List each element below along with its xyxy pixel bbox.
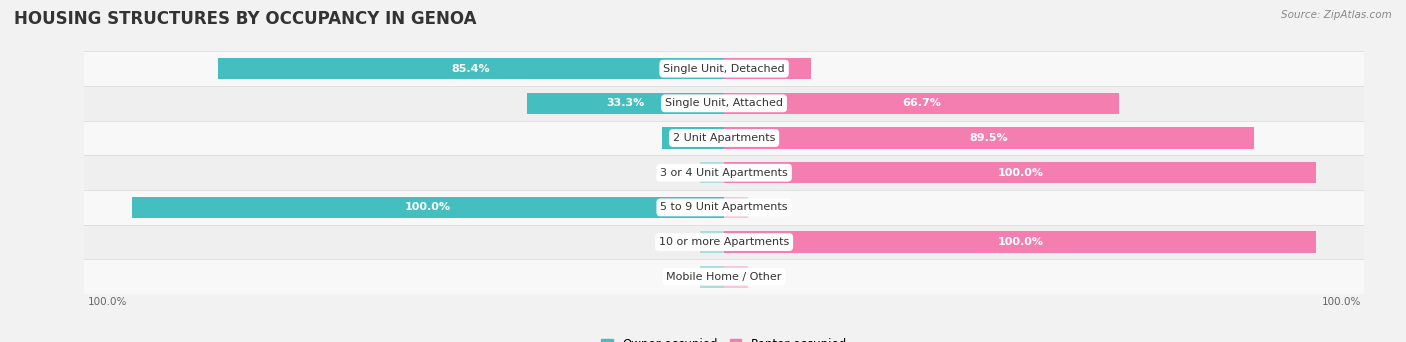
Text: 3 or 4 Unit Apartments: 3 or 4 Unit Apartments [661,168,787,178]
Text: 2 Unit Apartments: 2 Unit Apartments [673,133,775,143]
Text: 100.0%: 100.0% [405,202,451,212]
Text: 100.0%: 100.0% [1322,297,1361,307]
Text: 0.0%: 0.0% [756,202,785,212]
Legend: Owner-occupied, Renter-occupied: Owner-occupied, Renter-occupied [600,338,848,342]
Bar [700,162,724,183]
Bar [724,93,1119,114]
Text: 10 or more Apartments: 10 or more Apartments [659,237,789,247]
Bar [218,58,724,79]
Text: 100.0%: 100.0% [87,297,127,307]
Bar [84,260,1364,294]
Bar [724,197,748,218]
Text: 85.4%: 85.4% [451,64,491,74]
Text: Source: ZipAtlas.com: Source: ZipAtlas.com [1281,10,1392,20]
Bar [724,127,1254,149]
Bar [662,127,724,149]
Bar [84,225,1364,260]
Text: 10.5%: 10.5% [673,133,713,143]
Bar [724,266,748,288]
Text: 5 to 9 Unit Apartments: 5 to 9 Unit Apartments [661,202,787,212]
Bar [84,51,1364,86]
Text: Mobile Home / Other: Mobile Home / Other [666,272,782,282]
Text: 0.0%: 0.0% [664,272,692,282]
Text: 66.7%: 66.7% [903,98,941,108]
Text: 0.0%: 0.0% [664,168,692,178]
Text: HOUSING STRUCTURES BY OCCUPANCY IN GENOA: HOUSING STRUCTURES BY OCCUPANCY IN GENOA [14,10,477,28]
Bar [700,266,724,288]
Text: 100.0%: 100.0% [997,237,1043,247]
Text: 14.6%: 14.6% [748,64,787,74]
Bar [84,121,1364,155]
Bar [84,190,1364,225]
Text: 33.3%: 33.3% [606,98,644,108]
Text: 0.0%: 0.0% [756,272,785,282]
Bar [724,58,811,79]
Text: 89.5%: 89.5% [970,133,1008,143]
Bar [724,231,1316,253]
Bar [700,231,724,253]
Text: 0.0%: 0.0% [664,237,692,247]
Bar [132,197,724,218]
Text: 100.0%: 100.0% [997,168,1043,178]
Text: Single Unit, Detached: Single Unit, Detached [664,64,785,74]
Bar [84,86,1364,121]
Bar [84,155,1364,190]
Bar [527,93,724,114]
Bar [724,162,1316,183]
Text: Single Unit, Attached: Single Unit, Attached [665,98,783,108]
